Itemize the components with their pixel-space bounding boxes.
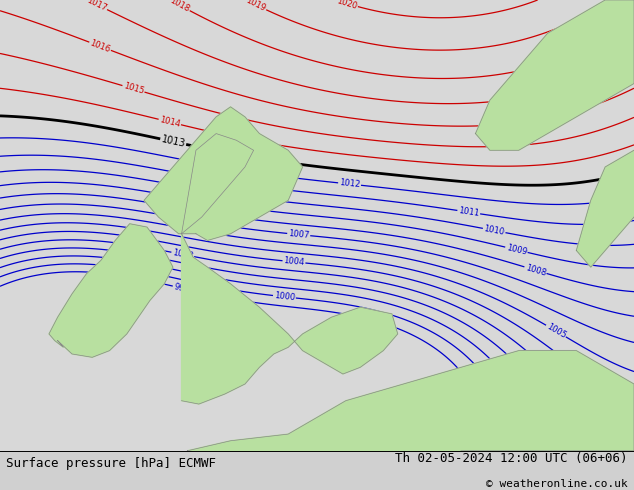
Text: 1003: 1003 — [172, 248, 194, 261]
Text: 1014: 1014 — [158, 115, 181, 129]
Text: 1008: 1008 — [524, 263, 547, 277]
Text: 1000: 1000 — [273, 291, 295, 302]
Text: Th 02-05-2024 12:00 UTC (06+06): Th 02-05-2024 12:00 UTC (06+06) — [395, 452, 628, 465]
Text: 1004: 1004 — [283, 256, 305, 268]
Polygon shape — [181, 134, 398, 404]
Polygon shape — [187, 351, 634, 490]
Text: 1009: 1009 — [505, 243, 527, 257]
Text: 1002: 1002 — [559, 427, 576, 450]
Text: 1016: 1016 — [89, 38, 112, 54]
Text: 1001: 1001 — [143, 259, 165, 272]
Text: © weatheronline.co.uk: © weatheronline.co.uk — [486, 479, 628, 489]
Text: 1007: 1007 — [288, 229, 309, 240]
Text: Surface pressure [hPa] ECMWF: Surface pressure [hPa] ECMWF — [6, 457, 216, 469]
Text: 1012: 1012 — [339, 178, 361, 190]
Text: 1017: 1017 — [85, 0, 108, 13]
Polygon shape — [49, 224, 173, 357]
Text: 1010: 1010 — [483, 224, 505, 237]
Polygon shape — [576, 150, 634, 267]
Text: 1018: 1018 — [168, 0, 191, 14]
Text: 1013: 1013 — [160, 134, 186, 149]
Text: 1020: 1020 — [335, 0, 358, 11]
Text: 1015: 1015 — [122, 81, 145, 96]
Text: 1006: 1006 — [176, 222, 198, 235]
Polygon shape — [476, 0, 634, 150]
Text: 1019: 1019 — [245, 0, 267, 13]
Text: 1005: 1005 — [545, 322, 567, 340]
Text: 999: 999 — [172, 282, 190, 294]
Text: 1011: 1011 — [458, 206, 480, 218]
Polygon shape — [144, 107, 302, 241]
